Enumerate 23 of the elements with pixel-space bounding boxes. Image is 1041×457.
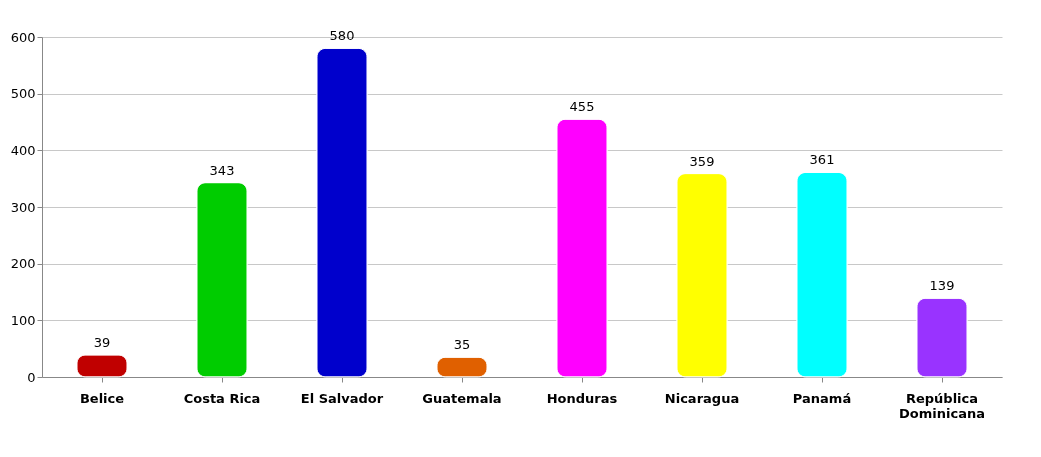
x-tick-label: Costa Rica (183, 390, 261, 406)
data-label: 361 (809, 152, 835, 168)
y-tick-label: 200 (10, 256, 36, 272)
x-tick-label: República Dominicana (899, 390, 985, 421)
x-tick-label: Panamá (792, 390, 852, 406)
data-label: 580 (329, 28, 355, 44)
y-tick-label: 100 (10, 312, 36, 328)
y-tick-label: 500 (10, 86, 36, 102)
data-label: 455 (569, 99, 595, 115)
y-tick-label: 0 (27, 369, 36, 385)
x-tick-label: El Salvador (300, 390, 384, 406)
x-tick-label: Guatemala (422, 390, 502, 406)
data-label: 35 (453, 337, 471, 353)
y-tick-label: 600 (10, 29, 36, 45)
x-tick-label: Nicaragua (664, 390, 740, 406)
data-label: 343 (209, 162, 235, 178)
x-tick-label: Belice (79, 390, 125, 406)
y-tick-label: 400 (10, 142, 36, 158)
data-label: 39 (93, 334, 111, 350)
data-label: 359 (689, 153, 715, 169)
y-tick-label: 300 (10, 199, 36, 215)
x-tick-label: Honduras (546, 390, 618, 406)
data-label: 139 (929, 278, 955, 294)
